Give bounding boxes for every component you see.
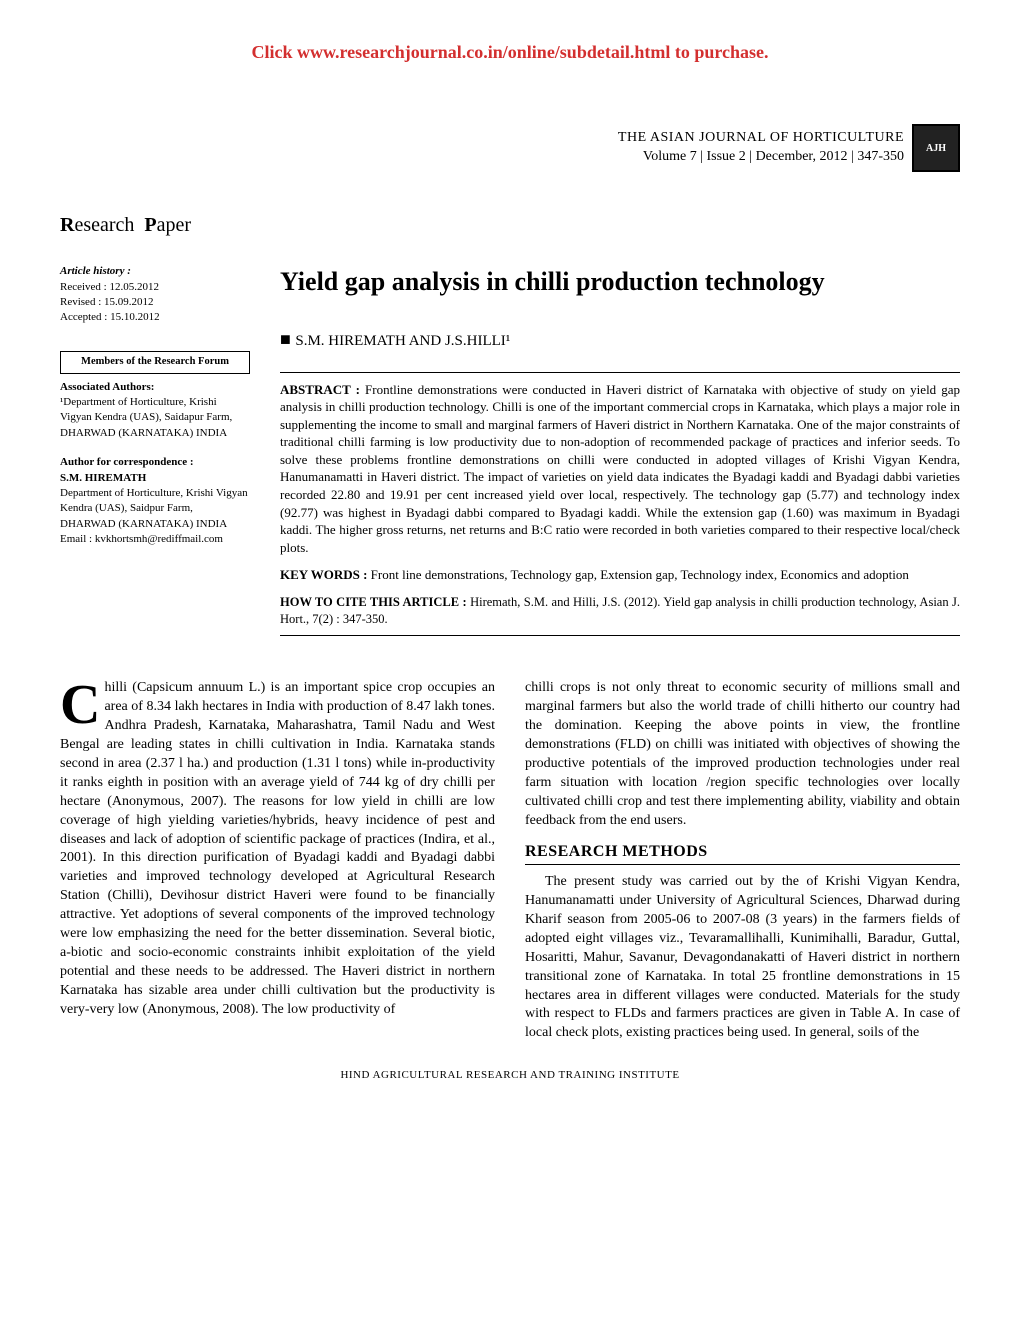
divider (280, 372, 960, 373)
abstract-text: Frontline demonstrations were conducted … (280, 382, 960, 555)
section-p: P (144, 214, 156, 236)
history-received: Received : 12.05.2012 (60, 280, 250, 295)
keywords-text: Front line demonstrations, Technology ga… (371, 567, 909, 582)
square-bullet-icon: ■ (280, 329, 295, 349)
associated-authors-body: ¹Department of Horticulture, Krishi Vigy… (60, 395, 250, 441)
footer-institute: HIND AGRICULTURAL RESEARCH AND TRAINING … (60, 1068, 960, 1083)
divider (280, 635, 960, 636)
correspondence-name: S.M. HIREMATH (60, 471, 250, 486)
body-left-text: hilli (Capsicum annuum L.) is an importa… (60, 680, 495, 1016)
abstract-lead: ABSTRACT : (280, 382, 365, 397)
body-right-intro: chilli crops is not only threat to econo… (525, 679, 960, 830)
paper-title: Yield gap analysis in chilli production … (280, 264, 960, 299)
journal-logo-icon: AJH (912, 124, 960, 172)
journal-name: THE ASIAN JOURNAL OF HORTICULTURE (618, 129, 904, 148)
forum-box: Members of the Research Forum (60, 351, 250, 374)
purchase-link[interactable]: Click www.researchjournal.co.in/online/s… (60, 40, 960, 64)
keywords: KEY WORDS : Front line demonstrations, T… (280, 566, 960, 584)
content-column: Yield gap analysis in chilli production … (280, 264, 960, 644)
body-left-column: Chilli (Capsicum annuum L.) is an import… (60, 679, 495, 1043)
journal-header: THE ASIAN JOURNAL OF HORTICULTURE Volume… (60, 124, 960, 172)
methods-heading: RESEARCH METHODS (525, 841, 960, 863)
history-title: Article history : (60, 265, 131, 277)
section-r: R (60, 214, 74, 236)
citation: HOW TO CITE THIS ARTICLE : Hiremath, S.M… (280, 594, 960, 628)
associated-authors-head: Associated Authors: (60, 380, 250, 395)
correspondence-email: Email : kvkhortsmh@rediffmail.com (60, 532, 250, 547)
abstract: ABSTRACT : Frontline demonstrations were… (280, 381, 960, 556)
correspondence-body: Department of Horticulture, Krishi Vigya… (60, 486, 250, 532)
divider (525, 864, 960, 865)
correspondence-head: Author for correspondence : (60, 455, 250, 470)
meta-sidebar: Article history : Received : 12.05.2012 … (60, 264, 250, 644)
cite-lead: HOW TO CITE THIS ARTICLE : (280, 595, 470, 609)
section-label: Research Paper (60, 212, 960, 239)
body-right-methods: The present study was carried out by the… (525, 873, 960, 1043)
journal-volume-line: Volume 7 | Issue 2 | December, 2012 | 34… (618, 148, 904, 167)
history-revised: Revised : 15.09.2012 (60, 295, 250, 310)
dropcap: C (60, 679, 104, 727)
authors-line: ■ S.M. HIREMATH AND J.S.HILLI¹ (280, 327, 960, 351)
body-right-column: chilli crops is not only threat to econo… (525, 679, 960, 1043)
body-columns: Chilli (Capsicum annuum L.) is an import… (60, 679, 960, 1043)
history-accepted: Accepted : 15.10.2012 (60, 310, 250, 325)
keywords-lead: KEY WORDS : (280, 567, 371, 582)
